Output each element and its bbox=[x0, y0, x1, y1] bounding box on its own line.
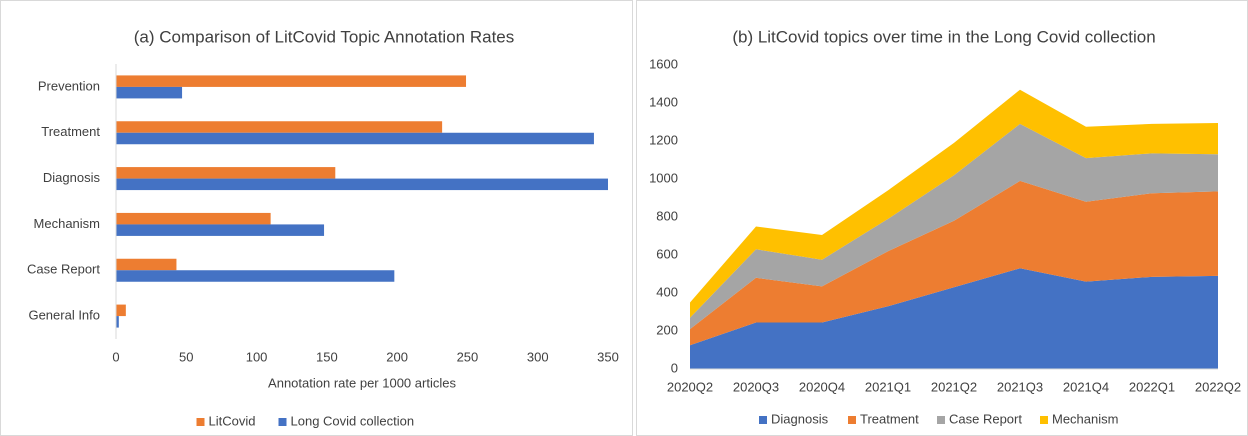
x-tick-label: 100 bbox=[246, 349, 268, 364]
x-tick-label: 2021Q1 bbox=[865, 379, 911, 394]
bar bbox=[116, 121, 443, 133]
y-tick-label: 600 bbox=[656, 246, 678, 261]
x-tick-label: 2021Q4 bbox=[1063, 379, 1109, 394]
legend-swatch bbox=[196, 418, 205, 426]
bar bbox=[116, 178, 608, 191]
y-tick-label: Diagnosis bbox=[43, 170, 101, 185]
bar bbox=[116, 167, 336, 179]
left-panel bbox=[0, 0, 633, 436]
area bbox=[690, 180, 1218, 346]
y-tick-label: 800 bbox=[656, 208, 678, 223]
y-tick-label: 1200 bbox=[649, 132, 678, 147]
legend-label: Diagnosis bbox=[771, 411, 829, 426]
bar bbox=[116, 132, 594, 145]
y-tick-label: General Info bbox=[28, 308, 100, 323]
y-tick-label: 0 bbox=[671, 360, 678, 375]
y-tick-label: Prevention bbox=[38, 78, 100, 93]
chart-title: (a) Comparison of LitCovid Topic Annotat… bbox=[134, 27, 515, 46]
x-tick-label: 2020Q2 bbox=[667, 379, 713, 394]
bar bbox=[116, 212, 271, 225]
chart-title: (b) LitCovid topics over time in the Lon… bbox=[732, 27, 1155, 46]
area bbox=[690, 268, 1218, 369]
y-tick-label: 400 bbox=[656, 284, 678, 299]
x-tick-label: 2020Q3 bbox=[733, 379, 779, 394]
x-tick-label: 2022Q1 bbox=[1129, 379, 1175, 394]
y-tick-label: 1000 bbox=[649, 170, 678, 185]
y-tick-label: 1600 bbox=[649, 56, 678, 71]
legend-label: Treatment bbox=[860, 411, 919, 426]
x-tick-label: 0 bbox=[112, 349, 119, 364]
y-tick-label: Case Report bbox=[27, 262, 100, 277]
bar bbox=[116, 304, 126, 317]
x-tick-label: 300 bbox=[527, 349, 549, 364]
legend-swatch bbox=[759, 416, 767, 424]
x-tick-label: 350 bbox=[597, 349, 619, 364]
x-tick-label: 2021Q2 bbox=[931, 379, 977, 394]
legend-label: Long Covid collection bbox=[291, 413, 415, 428]
y-tick-label: 200 bbox=[656, 322, 678, 337]
area bbox=[690, 89, 1218, 318]
legend-label: Case Report bbox=[949, 411, 1022, 426]
x-tick-label: 150 bbox=[316, 349, 338, 364]
y-tick-label: Treatment bbox=[41, 124, 100, 139]
bar bbox=[116, 316, 119, 328]
x-tick-label: 200 bbox=[386, 349, 408, 364]
legend-swatch bbox=[937, 416, 945, 424]
bar bbox=[116, 270, 395, 282]
bar bbox=[116, 258, 177, 271]
y-tick-label: Mechanism bbox=[34, 216, 100, 231]
legend-swatch bbox=[278, 418, 287, 426]
bar bbox=[116, 75, 467, 87]
x-tick-label: 250 bbox=[457, 349, 479, 364]
x-tick-label: 50 bbox=[179, 349, 193, 364]
x-tick-label: 2022Q2 bbox=[1195, 379, 1241, 394]
x-tick-label: 2020Q4 bbox=[799, 379, 845, 394]
y-tick-label: 1400 bbox=[649, 94, 678, 109]
x-tick-label: 2021Q3 bbox=[997, 379, 1043, 394]
legend-label: LitCovid bbox=[209, 413, 256, 428]
legend-swatch bbox=[1040, 416, 1048, 424]
legend-label: Mechanism bbox=[1052, 411, 1118, 426]
area bbox=[690, 123, 1218, 330]
bar bbox=[116, 224, 325, 236]
bar bbox=[116, 86, 183, 99]
legend-swatch bbox=[848, 416, 856, 424]
x-axis-label: Annotation rate per 1000 articles bbox=[268, 375, 456, 390]
